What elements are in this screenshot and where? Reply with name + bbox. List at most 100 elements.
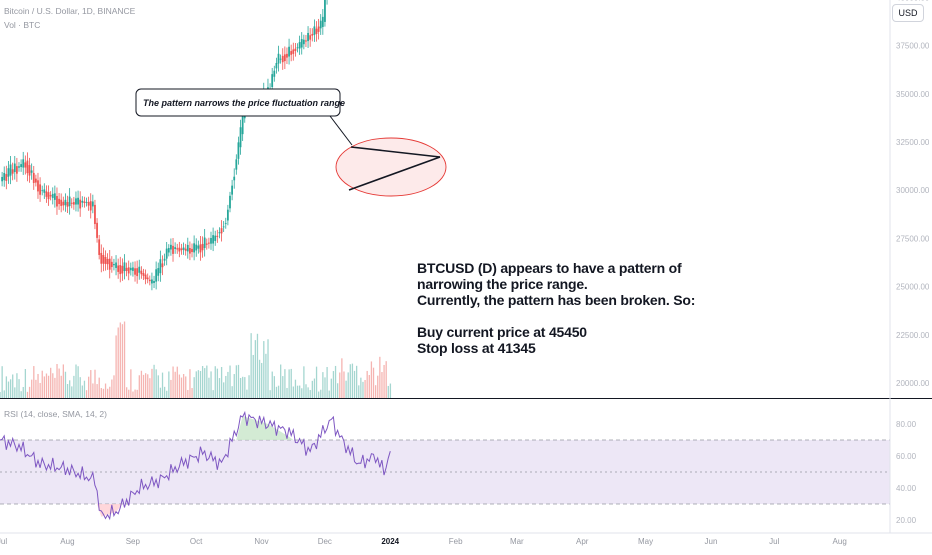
volume-bar: [355, 365, 358, 398]
candle-body: [3, 172, 6, 181]
volume-bar: [163, 386, 166, 398]
volume-bar: [294, 379, 297, 398]
volume-bar: [149, 378, 151, 398]
volume-bar: [98, 377, 100, 398]
volume-bar: [100, 388, 102, 398]
candle-body: [146, 277, 149, 280]
time-tick-label: Aug: [833, 537, 847, 546]
currency-button[interactable]: USD: [892, 4, 924, 22]
volume-bar: [309, 390, 311, 398]
candle-body: [157, 268, 160, 276]
volume-bar: [324, 377, 326, 398]
volume-bar: [368, 375, 370, 398]
candle-body: [104, 256, 107, 264]
candle-body: [182, 247, 185, 250]
volume-bar: [252, 354, 254, 398]
volume-bar: [280, 364, 282, 398]
candle-body: [235, 159, 238, 170]
time-tick-label: Jul: [769, 537, 779, 546]
volume-bar: [43, 376, 46, 398]
candle-body: [288, 46, 290, 57]
volume-bar: [31, 379, 33, 398]
volume-bar: [56, 364, 58, 398]
volume-bar: [176, 366, 178, 398]
price-tick-label: 22500.00: [896, 331, 930, 340]
volume-bar: [301, 388, 303, 398]
volume-bar: [235, 365, 238, 398]
rsi-tick-label: 80.00: [896, 420, 917, 429]
volume-bar: [66, 384, 69, 398]
candle-body: [64, 199, 67, 206]
time-tick-label: 2024: [381, 537, 399, 546]
symbol-legend[interactable]: Bitcoin / U.S. Dollar, 1D, BINANCE: [4, 6, 136, 16]
volume-bar: [381, 372, 383, 398]
volume-bar: [218, 378, 221, 398]
volume-bar: [208, 377, 210, 398]
volume-bar: [85, 390, 88, 398]
volume-bar: [79, 377, 81, 398]
rsi-legend[interactable]: RSI (14, close, SMA, 14, 2): [4, 409, 107, 419]
candle-body: [191, 248, 193, 253]
candle-body: [75, 198, 77, 205]
volume-bar: [199, 370, 202, 398]
volume-bar: [372, 367, 375, 398]
volume-bar: [126, 387, 128, 398]
rsi-line: [0, 410, 391, 521]
candle-body: [220, 228, 223, 234]
candle-body: [231, 185, 233, 195]
volume-bar: [174, 371, 176, 398]
candle-body: [58, 198, 60, 205]
candle-body: [108, 258, 111, 270]
price-tick-label: 25000.00: [896, 283, 930, 292]
candle-body: [241, 113, 244, 135]
volume-bar: [117, 327, 119, 398]
volume-bar: [362, 381, 364, 398]
volume-bar: [24, 369, 27, 398]
volume-bar: [151, 368, 153, 398]
candle-body: [224, 223, 227, 225]
candle-body: [207, 242, 210, 244]
volume-bar: [14, 387, 16, 398]
candle-body: [24, 162, 27, 168]
volume-bar: [18, 379, 20, 398]
candle-body: [136, 268, 139, 277]
volume-bar: [254, 340, 257, 398]
volume-bar: [379, 356, 381, 398]
time-tick-label: May: [638, 537, 653, 546]
candle-body: [79, 199, 82, 209]
candle-body: [39, 184, 41, 195]
candle-body: [100, 252, 103, 264]
volume-bar: [337, 383, 339, 398]
candle-body: [30, 170, 33, 173]
volume-bar: [256, 333, 259, 398]
volume-bar: [81, 385, 83, 398]
price-tick-label: 27500.00: [896, 234, 930, 243]
volume-bar: [220, 366, 223, 398]
rsi-tick-label: 40.00: [896, 484, 917, 493]
volume-legend[interactable]: Vol · BTC: [4, 20, 41, 30]
volume-bar: [119, 322, 121, 398]
candle-body: [117, 265, 120, 272]
volume-bar: [52, 373, 54, 398]
volume-bar: [41, 370, 43, 398]
volume-bar: [88, 376, 90, 398]
volume-bar: [128, 389, 130, 398]
volume-bar: [166, 390, 168, 398]
volume-bar: [315, 366, 318, 398]
candle-body: [37, 180, 39, 192]
pattern-ellipse: [335, 137, 447, 197]
time-tick-label: Aug: [60, 537, 74, 546]
price-tick-label: 32500.00: [896, 138, 930, 147]
candle-body: [296, 47, 299, 49]
volume-bar: [69, 380, 71, 398]
volume-bar: [343, 371, 345, 398]
volume-bar: [159, 387, 162, 398]
candle-body: [121, 265, 124, 274]
volume-bar: [26, 391, 29, 398]
candle-body: [66, 202, 69, 207]
volume-bar: [142, 374, 145, 398]
volume-bar: [299, 385, 301, 398]
volume-bar: [45, 373, 48, 398]
candle-body: [186, 244, 189, 252]
